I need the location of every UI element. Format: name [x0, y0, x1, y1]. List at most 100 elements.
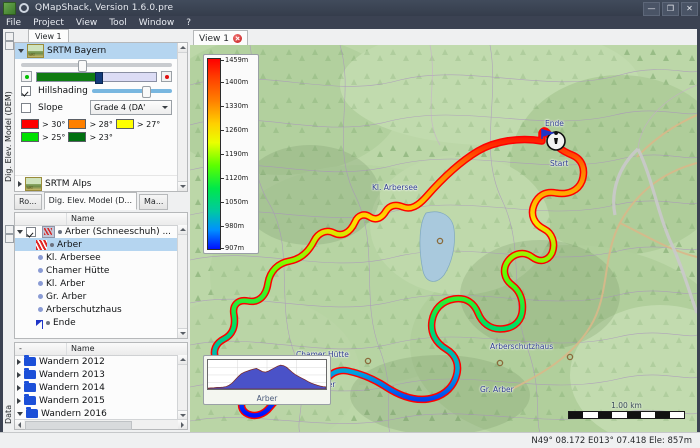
chevron-right-icon[interactable] [17, 371, 21, 378]
slope-legend-row-1: > 30° > 28° > 27° [21, 119, 172, 129]
tree-row[interactable]: Ende [15, 316, 178, 329]
tree-row[interactable]: Wandern 2013 [15, 368, 178, 381]
tree-row[interactable]: Wandern 2015 [15, 394, 178, 407]
menu-project[interactable]: Project [33, 17, 64, 28]
tab-dem[interactable]: Dig. Elev. Model (D... [43, 192, 138, 210]
visibility-dot-icon[interactable] [50, 242, 54, 247]
slope-legend-label-2: > 27° [136, 119, 161, 129]
slope-checkbox[interactable] [21, 102, 31, 113]
tree-row[interactable]: Kl. Arber [15, 277, 178, 290]
scroll-left-icon[interactable] [15, 420, 24, 429]
project-horizontal-scrollbar[interactable] [15, 419, 187, 430]
dem-view-tab[interactable]: View 1 [28, 29, 69, 44]
tree-row-label: Wandern 2013 [39, 369, 105, 380]
menu-tool[interactable]: Tool [109, 17, 127, 28]
status-coordinates: N49° 08.172 E013° 07.418 Ele: 857m [531, 435, 692, 446]
waypoint-col-name[interactable]: Name [71, 214, 95, 223]
hillshading-slider[interactable] [92, 86, 172, 98]
hillshading-checkbox[interactable] [21, 86, 31, 96]
scroll-down-icon[interactable] [178, 181, 187, 191]
chevron-down-icon[interactable] [17, 229, 23, 234]
opacity-slider[interactable] [21, 60, 172, 72]
hillshading-row: Hillshading [21, 86, 172, 98]
project-col-name[interactable]: Name [71, 344, 95, 353]
data-dock-close-button[interactable] [5, 234, 14, 243]
dem-item-srtm-bayern[interactable]: SRTM Bayern [15, 43, 178, 59]
elevation-range-row [21, 71, 172, 84]
minimize-button[interactable]: — [643, 2, 660, 16]
menu-bar: File Project View Tool Window ? [0, 16, 700, 29]
dock-title-data: Data [4, 404, 13, 424]
scroll-up-icon[interactable] [178, 225, 187, 235]
tree-row[interactable]: Kl. Arbersee [15, 251, 178, 264]
opacity-slider-handle[interactable] [78, 60, 88, 72]
tree-row[interactable]: Chamer Hütte [15, 264, 178, 277]
data-dock-float-button[interactable] [5, 225, 14, 234]
slope-swatch-28 [68, 119, 87, 129]
dock-float-button[interactable] [5, 32, 14, 41]
row-checkbox[interactable] [26, 226, 36, 237]
tree-row[interactable]: Arber (Schneeschuh) ... [15, 225, 178, 238]
window-title: QMapShack, Version 1.6.0.pre [35, 3, 174, 13]
visibility-dot-icon[interactable] [58, 229, 62, 234]
tree-row[interactable]: Gr. Arber [15, 290, 178, 303]
elevation-range-handle[interactable] [95, 71, 104, 84]
chevron-right-icon[interactable] [17, 358, 21, 365]
dock-close-button[interactable] [5, 41, 14, 50]
scroll-up-icon[interactable] [178, 355, 187, 365]
tree-row[interactable]: Arberschutzhaus [15, 303, 178, 316]
document-icon [19, 3, 29, 13]
green-dot-button[interactable] [21, 71, 32, 82]
tree-row[interactable]: Arber [15, 238, 178, 251]
map-view-tab[interactable]: View 1 [193, 30, 248, 46]
waypoint-bullet-icon [38, 281, 43, 286]
tree-row[interactable]: Wandern 2012 [15, 355, 178, 368]
tab-maps[interactable]: Ma... [139, 194, 169, 210]
elevation-tick: 980m [221, 222, 244, 230]
menu-file[interactable]: File [6, 17, 22, 28]
menu-view[interactable]: View [75, 17, 98, 28]
hscroll-thumb[interactable] [25, 421, 132, 430]
chevron-right-icon[interactable] [17, 384, 21, 391]
vrt-raster-icon [25, 176, 42, 191]
dem-item-controls: Hillshading Slope Grade 4 (DA' [15, 59, 178, 142]
waypoint-tree-header: Name [15, 213, 187, 226]
close-icon[interactable] [232, 34, 242, 43]
map-dock: View 1 [190, 29, 697, 433]
chevron-right-icon[interactable] [18, 180, 22, 187]
tree-row[interactable]: Wandern 2014 [15, 381, 178, 394]
close-button[interactable]: ✕ [681, 2, 698, 16]
elevation-range-slider[interactable] [36, 71, 157, 84]
elevation-profile-widget[interactable]: Arber [203, 355, 331, 405]
elevation-tick: 1260m [221, 126, 248, 134]
maximize-button[interactable]: ❐ [662, 2, 679, 16]
menu-window[interactable]: Window [138, 17, 175, 28]
dem-item-srtm-alps[interactable]: SRTM Alps [15, 175, 178, 191]
chevron-down-icon[interactable] [18, 49, 24, 53]
slope-legend-item-2: > 27° [115, 119, 161, 129]
scroll-right-icon[interactable] [178, 420, 187, 429]
track-end-marker[interactable] [541, 129, 555, 139]
red-dot-button[interactable] [161, 71, 172, 82]
chevron-down-icon[interactable] [17, 411, 23, 416]
scroll-down-icon[interactable] [178, 410, 187, 420]
scroll-up-icon[interactable] [178, 43, 187, 53]
hillshading-slider-handle[interactable] [141, 86, 151, 98]
slope-grade-select[interactable]: Grade 4 (DA' [90, 100, 172, 115]
project-col-icon[interactable]: - [15, 343, 67, 355]
project-vertical-scrollbar[interactable] [177, 355, 187, 420]
waypoint-col-icon[interactable] [15, 213, 67, 225]
scroll-down-icon[interactable] [178, 328, 187, 338]
tab-routino[interactable]: Ro... [14, 194, 42, 210]
waypoint-vertical-scrollbar[interactable] [177, 225, 187, 338]
track-start-marker[interactable] [546, 131, 566, 151]
tree-row[interactable]: Wandern 2016 [15, 407, 178, 420]
menu-help[interactable]: ? [186, 17, 191, 28]
visibility-dot-icon[interactable] [46, 320, 50, 325]
chevron-right-icon[interactable] [17, 397, 21, 404]
dem-vertical-scrollbar[interactable] [177, 43, 187, 191]
left-dock-tabbar: Ro... Dig. Elev. Model (D... Ma... [14, 192, 190, 210]
map-label: Arberschutzhaus [490, 342, 554, 351]
lake-kl-arbersee [419, 211, 455, 282]
